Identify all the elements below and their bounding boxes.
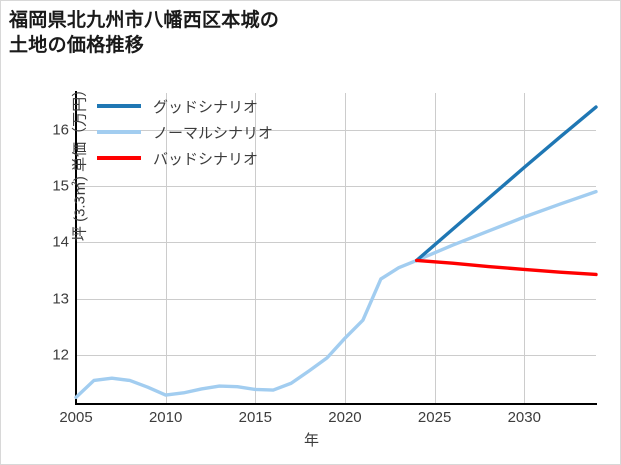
legend-item-bad[interactable]: バッドシナリオ <box>97 145 327 171</box>
legend-swatch-bad <box>97 156 141 160</box>
y-tick-label: 12 <box>52 346 69 364</box>
x-axis-label: 年 <box>303 432 319 449</box>
x-tick-label: 2015 <box>238 409 272 426</box>
x-tick-label: 2030 <box>507 409 541 426</box>
x-tick-label: 2010 <box>148 409 183 426</box>
legend-label-bad: バッドシナリオ <box>153 150 259 168</box>
y-tick-label: 13 <box>52 290 69 308</box>
legend-swatch-good <box>97 104 141 108</box>
legend-label-normal: ノーマルシナリオ <box>153 124 274 142</box>
y-axis-label: 坪 (3.3㎡) 単価（万円） <box>71 81 89 242</box>
x-tick-label: 2005 <box>59 409 93 426</box>
gridline-horizontal <box>76 355 596 357</box>
legend-swatch-normal <box>97 130 141 134</box>
gridline-vertical <box>524 93 526 403</box>
x-axis-ticks: 2005 2010 2015 2020 2025 2030 <box>1 409 620 431</box>
chart-legend: グッドシナリオ ノーマルシナリオ バッドシナリオ <box>97 93 327 171</box>
gridline-vertical <box>344 93 346 403</box>
y-tick-label: 16 <box>52 121 69 139</box>
gridline-horizontal <box>76 186 596 187</box>
gridline-horizontal <box>76 129 596 131</box>
x-tick-label: 2025 <box>417 409 452 426</box>
page-title: 福岡県北九州市八幡西区本城の 土地の価格推移 <box>9 10 280 57</box>
x-tick-label: 2020 <box>328 409 362 426</box>
y-tick-label: 15 <box>52 177 69 195</box>
legend-item-good[interactable]: グッドシナリオ <box>97 93 327 119</box>
gridline-vertical <box>434 93 436 403</box>
gridline-horizontal <box>76 298 596 300</box>
y-tick-label: 14 <box>52 233 69 251</box>
legend-item-normal[interactable]: ノーマルシナリオ <box>97 119 327 145</box>
y-axis-ticks: 12 13 14 15 16 <box>1 93 69 403</box>
legend-label-good: グッドシナリオ <box>153 98 259 116</box>
gridline-horizontal <box>76 242 596 244</box>
x-axis-line <box>75 403 597 405</box>
